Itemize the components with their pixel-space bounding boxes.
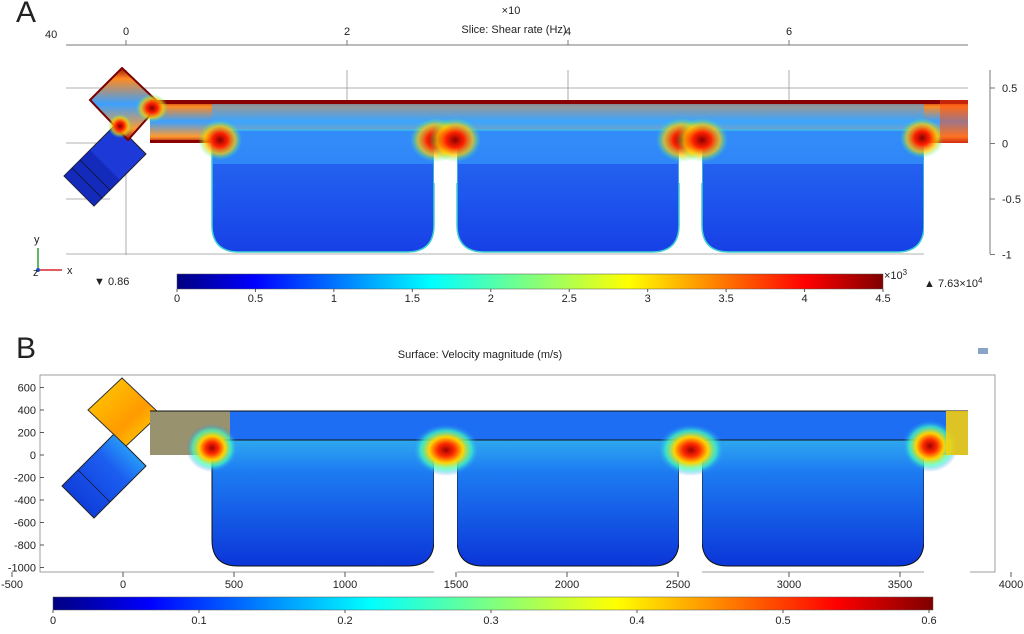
panel-b-y-tick-label: -600 <box>14 518 36 530</box>
panel-a-axis-triad: y x z <box>33 234 73 279</box>
panel-b-colorbar-tick-label: 0.6 <box>921 615 936 627</box>
panel-a-colorbar-tick-label: 1.5 <box>405 293 420 305</box>
panel-a-colorbar-tick-label: 2.5 <box>562 293 577 305</box>
panel-b-y-tick-label: 600 <box>18 383 36 395</box>
panel-b-x-tick-label: 3500 <box>888 579 912 591</box>
panel-a-colorbar-tick-label: 3.5 <box>718 293 733 305</box>
panel-b-colorbar-tick-label: 0.2 <box>337 615 352 627</box>
panel-b-y-tick-label: -400 <box>14 495 36 507</box>
panel-b-x-tick-label: 1000 <box>333 579 357 591</box>
panel-a-x-tick-label: 4 <box>565 26 571 38</box>
panel-b-x-tick-label: 3000 <box>777 579 801 591</box>
panel-a-colorbar-tick-label: 3 <box>645 293 651 305</box>
panel-a-x-tick-label: 6 <box>786 26 792 38</box>
panel-b-x-tick-label: 1500 <box>444 579 468 591</box>
panel-b-x-tick-label: 0 <box>120 579 126 591</box>
panel-b-x-tick-label: 500 <box>225 579 243 591</box>
triad-y-label: y <box>34 234 40 246</box>
panel-b-y-tick-label: 400 <box>18 405 36 417</box>
panel-a-max-marker: ▲ 7.63×104 <box>924 276 983 290</box>
panel-a-title: Slice: Shear rate (Hz) <box>461 24 566 36</box>
panel-b-colorbar-tick-label: 0.3 <box>483 615 498 627</box>
panel-a-label: A <box>16 0 36 29</box>
panel-b-x-tick-label: -500 <box>1 579 23 591</box>
panel-b-x-tick-label: 4000 <box>999 579 1023 591</box>
panel-a-y-tick-label: -0.5 <box>1002 194 1021 206</box>
panel-a-colorbar-tick-label: 4 <box>801 293 807 305</box>
panel-a-colorbar-tick-label: 0.5 <box>248 293 263 305</box>
panel-a-top-partial-tick: 40 <box>45 29 57 41</box>
panel-b-colorbar-tick-label: 0.5 <box>775 615 790 627</box>
panel-b-x-tick-label: 2500 <box>666 579 690 591</box>
panel-a-colorbar <box>176 273 884 290</box>
panel-b-y-tick-label: -200 <box>14 473 36 485</box>
panel-b-colorbar-tick-label: 0.4 <box>629 615 644 627</box>
panel-b-colorbar-tick-label: 0 <box>50 615 56 627</box>
panel-b-x-tick-label: 2000 <box>555 579 579 591</box>
panel-a-y-tick-label: -1 <box>1002 250 1012 262</box>
panel-b-colorbar <box>52 596 934 611</box>
panel-b-y-tick-label: -800 <box>14 540 36 552</box>
triad-z-label: z <box>33 267 39 279</box>
panel-a-geometry <box>63 66 968 255</box>
panel-a-min-marker: ▼ 0.86 <box>94 276 129 288</box>
panel-a-x-tick-label: 0 <box>123 26 129 38</box>
panel-b-label: B <box>16 332 36 365</box>
panel-a-y-tick-label: 0.5 <box>1002 83 1017 95</box>
panel-a-colorbar-tick-label: 4.5 <box>875 293 890 305</box>
triad-x-label: x <box>67 265 73 277</box>
panel-b-geometry <box>61 377 970 575</box>
panel-a-exponent: ×10 <box>502 5 521 17</box>
panel-b-y-tick-label: 0 <box>30 450 36 462</box>
panel-b-colorbar-tick-label: 0.1 <box>191 615 206 627</box>
panel-b-title: Surface: Velocity magnitude (m/s) <box>398 349 562 361</box>
panel-a-colorbar-tick-label: 1 <box>331 293 337 305</box>
panel-a-y-tick-label: 0 <box>1002 139 1008 151</box>
panel-a-colorbar-scale: ×103 <box>884 268 908 282</box>
panel-b-y-tick-label: 200 <box>18 428 36 440</box>
panel-b-y-tick-label: -1000 <box>8 563 36 575</box>
panel-b-toolbar-icon <box>978 348 988 354</box>
panel-a-colorbar-tick-label: 2 <box>488 293 494 305</box>
panel-a-x-tick-label: 2 <box>344 26 350 38</box>
panel-a-colorbar-tick-label: 0 <box>174 293 180 305</box>
